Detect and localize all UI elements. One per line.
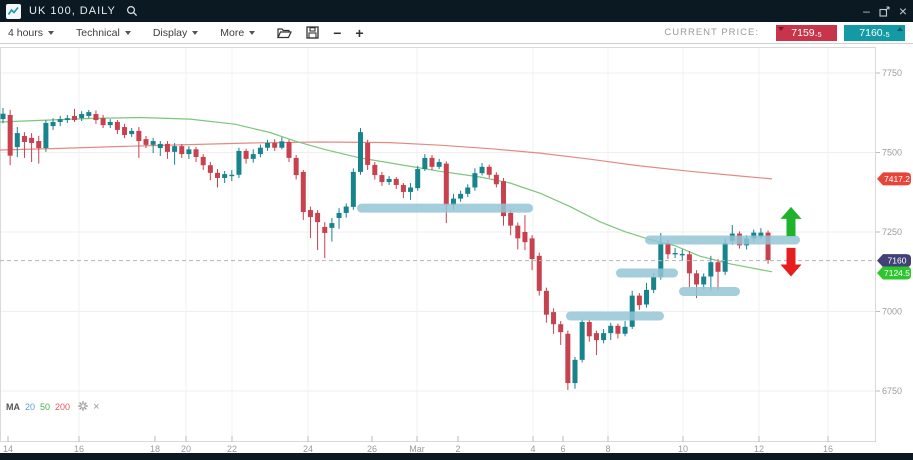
ma-remove-button[interactable]: × [93,400,100,413]
sell-price-pip: 5 [817,29,822,39]
svg-text:4: 4 [530,444,535,453]
current-price-section: CURRENT PRICE: 7159. 5 7160. 5 [664,24,905,41]
more-menu[interactable]: More [220,26,256,39]
support-resistance-zone[interactable] [357,203,533,213]
support-resistance-zone[interactable] [645,235,800,245]
svg-text:7124.5: 7124.5 [884,268,910,278]
svg-text:12: 12 [754,444,764,453]
technical-menu[interactable]: Technical [76,27,131,39]
svg-text:Mar: Mar [409,444,425,453]
svg-text:6750: 6750 [882,386,902,396]
svg-text:24: 24 [303,444,313,453]
time-axis: 14 16 18 20 22 24 26 Mar 2 4 6 8 10 12 16 [3,436,833,454]
price-tag: 7160 [877,254,911,268]
moving-averages [0,116,773,273]
open-folder-button[interactable] [277,27,293,39]
ma-period-200: 200 [55,402,71,412]
folder-icon [277,27,293,38]
ma-period-20: 20 [25,402,36,412]
gridlines [1,47,876,442]
close-button[interactable]: × [898,3,907,19]
restore-window-button[interactable] [879,5,890,17]
ma-period-50: 50 [40,402,51,412]
save-button[interactable] [306,26,319,39]
zoom-in-button[interactable]: + [355,24,364,41]
sell-price-badge[interactable]: 7159. 5 [776,24,837,41]
svg-text:22: 22 [227,444,237,453]
svg-text:14: 14 [3,444,13,453]
sell-price-value: 7159. [791,26,818,39]
down-arrow-annotation[interactable] [780,247,802,277]
chevron-down-icon [192,30,199,35]
buy-price-value: 7160. [859,26,886,39]
svg-text:2: 2 [455,444,460,453]
save-icon [306,26,319,39]
gear-icon [78,401,88,411]
ma-legend: MA 20 50 200 × [6,401,100,413]
tick-down-icon [778,26,784,31]
price-tag: 7124.5 [877,266,911,280]
candles-layer [0,107,771,391]
support-resistance-zone[interactable] [616,268,678,278]
svg-text:7000: 7000 [882,307,902,317]
up-arrow-annotation[interactable] [780,206,802,237]
search-icon[interactable] [126,5,138,17]
display-menu-label: Display [152,26,188,39]
technical-menu-label: Technical [76,26,120,39]
chevron-down-icon [249,30,256,35]
ma-settings-button[interactable] [78,401,88,413]
svg-text:7417.2: 7417.2 [884,174,910,184]
svg-text:10: 10 [678,444,688,453]
chart-title: UK 100, DAILY [29,5,116,17]
minimize-button[interactable]: – [863,4,870,18]
zoom-out-button[interactable]: − [333,24,342,41]
chart-toolbar: 4 hours Technical Display More − + CURRE… [0,22,913,44]
svg-text:7750: 7750 [882,68,902,78]
plot-border [0,47,876,442]
svg-text:26: 26 [367,444,377,453]
bottom-statusbar [0,453,913,460]
price-axis: 7750 7500 7250 7000 6750 [876,68,902,396]
svg-text:18: 18 [150,444,160,453]
display-menu[interactable]: Display [152,26,199,39]
window-controls: – × [863,3,907,19]
support-resistance-zone[interactable] [566,311,664,321]
more-menu-label: More [220,26,245,39]
chevron-down-icon [48,30,55,35]
svg-text:6: 6 [560,444,565,453]
price-tag: 7417.2 [877,172,911,186]
svg-text:7500: 7500 [882,148,902,158]
svg-text:20: 20 [181,444,191,453]
ma200-line [0,141,773,180]
svg-text:16: 16 [823,444,833,453]
current-price-label: CURRENT PRICE: [664,27,759,38]
support-resistance-zone[interactable] [679,286,740,296]
svg-text:16: 16 [74,444,84,453]
ma-legend-title: MA [6,402,20,412]
chevron-down-icon [124,30,131,35]
zones-layer [357,203,800,321]
tick-up-icon [897,26,903,31]
svg-text:7160: 7160 [888,256,907,266]
timeframe-menu-label: 4 hours [8,26,44,39]
buy-price-badge[interactable]: 7160. 5 [844,24,905,41]
ma50-line [0,116,773,273]
svg-text:8: 8 [605,444,610,453]
buy-price-pip: 5 [885,29,890,39]
timeframe-menu[interactable]: 4 hours [8,26,55,39]
app-logo-icon [6,3,21,19]
window-titlebar: UK 100, DAILY – × [0,0,913,22]
chart-area: 7750 7500 7250 7000 6750 14 16 18 20 22 24 26 Mar 2 4 6… [0,44,913,454]
svg-text:7250: 7250 [882,227,902,237]
